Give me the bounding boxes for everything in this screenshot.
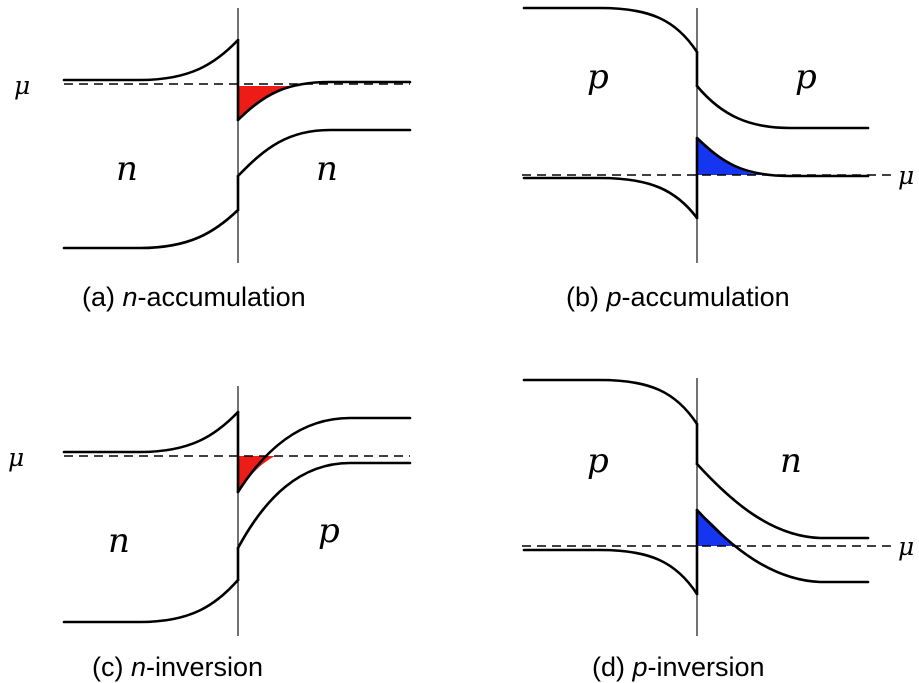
caption: (a) n-accumulation <box>82 282 306 312</box>
caption: (c) n-inversion <box>92 652 263 682</box>
valence-band-right <box>236 461 412 550</box>
valence-band-left <box>522 548 699 596</box>
left-region-label: n <box>116 149 138 189</box>
left-region-label: p <box>587 57 609 97</box>
right-region-label: p <box>318 511 340 551</box>
mu-label: μ <box>14 71 30 100</box>
valence-band-right <box>236 128 412 178</box>
panel-d: μ p n (d) p-inversion <box>522 378 914 682</box>
mu-label: μ <box>898 161 914 190</box>
valence-band-left <box>62 208 240 250</box>
panel-a: μ n n (a) n-accumulation <box>14 8 412 312</box>
left-region-label: n <box>108 521 130 561</box>
valence-band-left <box>522 176 699 220</box>
left-region-label: p <box>587 441 609 481</box>
conduction-band-left <box>522 378 699 426</box>
conduction-band-left <box>62 38 240 82</box>
panel-c: μ n p (c) n-inversion <box>8 386 412 682</box>
electron-inversion-fill <box>238 456 275 492</box>
valence-band-right <box>695 508 870 584</box>
panel-b: μ p p (b) p-accumulation <box>522 6 914 312</box>
conduction-band-right <box>695 462 870 540</box>
caption: (d) p-inversion <box>592 652 765 682</box>
electron-accumulation-fill <box>238 86 305 120</box>
conduction-band-right <box>695 84 870 130</box>
mu-label: μ <box>898 532 914 561</box>
valence-band-right <box>695 136 870 178</box>
conduction-band-left <box>62 410 240 454</box>
right-region-label: n <box>780 441 802 481</box>
right-region-label: n <box>316 149 338 189</box>
conduction-band-left <box>522 6 699 54</box>
hole-accumulation-fill <box>697 138 765 175</box>
conduction-band-right <box>236 416 412 494</box>
caption: (b) p-accumulation <box>566 282 790 312</box>
right-region-label: p <box>795 57 817 97</box>
conduction-band-right <box>236 80 412 122</box>
mu-label: μ <box>8 443 24 472</box>
valence-band-left <box>62 578 240 624</box>
